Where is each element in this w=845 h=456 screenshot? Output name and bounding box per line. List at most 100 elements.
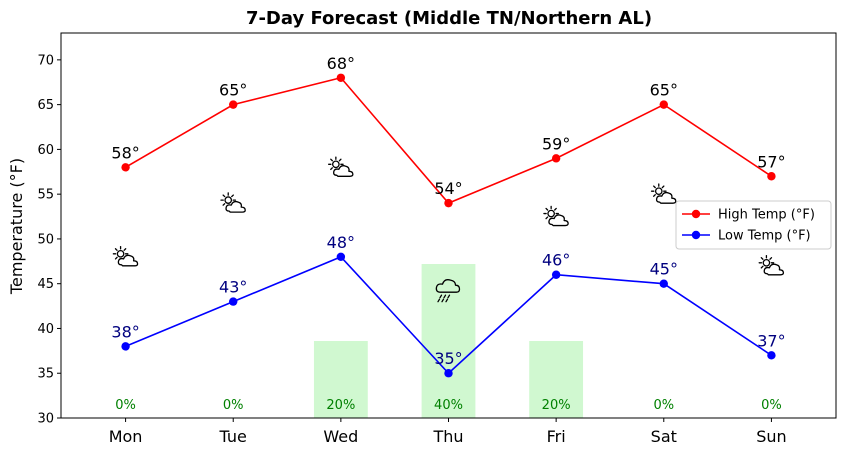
data-point — [229, 297, 238, 306]
y-tick-label: 45 — [37, 277, 54, 292]
rain-drop — [443, 294, 447, 299]
data-label: 58° — [111, 143, 139, 162]
data-point — [767, 172, 776, 181]
sun-ray — [545, 207, 549, 211]
cloud-shape — [655, 191, 677, 204]
data-label: 45° — [650, 260, 678, 279]
legend-swatch-marker — [691, 209, 701, 219]
precip-label: 0% — [761, 398, 782, 413]
legend-box — [675, 200, 832, 250]
data-point — [659, 279, 668, 288]
x-tick-label-tue: Tue — [219, 427, 247, 446]
sun-ray — [760, 265, 764, 269]
sun-ray — [114, 256, 118, 260]
partly-cloudy-icon — [328, 156, 354, 177]
sun-ray — [760, 257, 764, 260]
data-point — [229, 100, 238, 109]
rain-drop — [441, 298, 445, 303]
cloud-shape — [435, 279, 461, 293]
data-label: 57° — [757, 152, 785, 171]
rain-cloud-icon — [435, 279, 461, 303]
data-label: 38° — [111, 322, 139, 341]
sun-disc — [224, 196, 233, 204]
precip-label: 20% — [326, 398, 355, 413]
cloud-shape — [225, 200, 246, 213]
x-tick-label-wed: Wed — [323, 427, 358, 446]
legend-entry: Low Temp (°F) — [718, 229, 811, 244]
y-tick-label: 35 — [37, 367, 54, 382]
sun-ray — [653, 194, 656, 197]
sun-ray — [661, 185, 665, 189]
data-point — [659, 100, 668, 109]
data-point — [121, 342, 130, 351]
data-label: 46° — [542, 251, 570, 270]
data-point — [551, 154, 561, 163]
sun-ray — [114, 248, 118, 251]
sun-ray — [545, 216, 549, 220]
y-tick-label: 60 — [37, 143, 54, 158]
x-tick-label-mon: Mon — [109, 427, 143, 446]
sun-ray — [330, 167, 333, 171]
rain-drop — [437, 298, 441, 303]
sun-ray — [222, 194, 226, 198]
sun-disc — [762, 258, 771, 267]
precip-label: 40% — [434, 398, 463, 413]
data-label: 65° — [650, 81, 678, 100]
x-tick-label-fri: Fri — [547, 427, 566, 446]
cloud-shape — [548, 214, 569, 227]
sun-disc — [332, 160, 340, 169]
data-point — [444, 369, 453, 378]
data-label: 35° — [434, 349, 462, 368]
rain-drop — [439, 294, 443, 299]
precip-bar-wed — [313, 341, 368, 418]
data-point — [121, 163, 130, 172]
y-axis-label: Temperature (°F) — [7, 158, 26, 295]
plot-area: 0% 0% 20% 40% 20% 0% 0% 58° 65° 68° 54° 59° 65° 57° 38… — [37, 32, 837, 446]
sun-ray — [231, 194, 234, 198]
data-label: 43° — [219, 278, 247, 297]
cloud-shape — [117, 254, 139, 267]
y-tick-label: 50 — [37, 232, 54, 247]
rain-drop — [447, 294, 451, 299]
legend-entry: High Temp (°F) — [718, 208, 815, 223]
precip-bar-thu — [421, 264, 476, 418]
data-label: 59° — [542, 134, 570, 153]
chart-title: 7-Day Forecast (Middle TN/Northern AL) — [246, 8, 652, 29]
precip-label: 20% — [542, 398, 571, 413]
y-tick-label: 30 — [37, 412, 54, 427]
data-point — [336, 73, 346, 82]
y-tick-label: 70 — [37, 53, 54, 68]
sun-ray — [769, 257, 773, 260]
sun-ray — [653, 185, 656, 189]
partly-cloudy-icon — [112, 245, 139, 267]
data-label: 65° — [219, 81, 247, 100]
partly-cloudy-icon — [543, 205, 569, 227]
legend: High Temp (°F) Low Temp (°F) — [675, 200, 832, 250]
sun-ray — [222, 203, 226, 206]
y-tick-label: 40 — [37, 322, 54, 337]
rain-drop — [445, 298, 449, 303]
data-label: 68° — [327, 54, 355, 73]
data-point — [767, 351, 776, 360]
x-tick-label-thu: Thu — [432, 427, 463, 446]
precip-label: 0% — [223, 398, 244, 413]
partly-cloudy-icon — [650, 183, 677, 204]
partly-cloudy-icon — [758, 254, 785, 276]
data-label: 48° — [327, 233, 355, 252]
precip-label: 0% — [115, 398, 136, 413]
x-tick-label-sat: Sat — [651, 427, 677, 446]
sun-disc — [116, 249, 125, 258]
sun-ray — [330, 158, 333, 162]
data-point — [551, 270, 561, 279]
sun-disc — [654, 187, 663, 196]
y-tick-label: 65 — [37, 98, 54, 113]
sun-ray — [123, 248, 127, 251]
precip-label: 0% — [653, 398, 674, 413]
partly-cloudy-icon — [220, 192, 246, 213]
data-label: 54° — [434, 179, 462, 198]
precip-bar-fri — [529, 341, 584, 418]
sun-ray — [554, 207, 557, 211]
sun-disc — [547, 209, 555, 218]
x-tick-label-sun: Sun — [756, 427, 786, 446]
